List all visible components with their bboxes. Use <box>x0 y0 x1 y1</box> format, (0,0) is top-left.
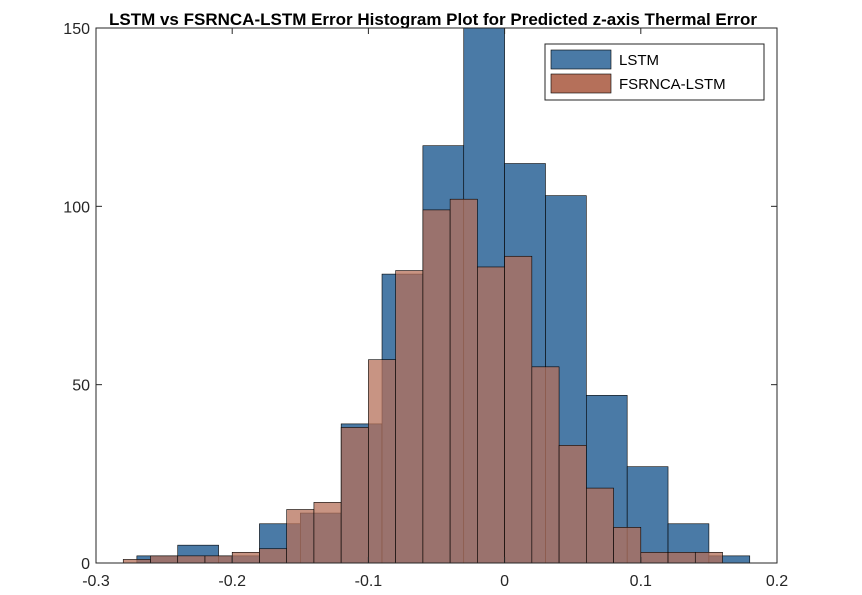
x-tick-label: 0.2 <box>766 573 788 590</box>
fsrnca-lstm-bar-7 <box>313 502 342 563</box>
y-tick-label: 0 <box>81 556 90 573</box>
fsrnca-lstm-bar-9 <box>368 359 396 563</box>
plot-frame <box>95 27 778 564</box>
fsrnca-lstm-bar-3 <box>204 555 233 563</box>
fsrnca-lstm-bar-4 <box>231 551 260 563</box>
chart-title: LSTM vs FSRNCA-LSTM Error Histogram Plot… <box>109 10 757 29</box>
y-tick-label: 50 <box>72 378 90 395</box>
fsrnca-lstm-bar-14 <box>504 255 533 563</box>
legend: LSTM FSRNCA-LSTM <box>544 43 765 101</box>
bars-layer <box>122 28 751 563</box>
fsrnca-lstm-bar-12 <box>449 198 478 563</box>
fsrnca-lstm-bar-11 <box>422 209 451 563</box>
fsrnca-lstm-bar-1 <box>150 555 179 563</box>
fsrnca-lstm-bar-19 <box>640 551 669 563</box>
x-tick-label: 0 <box>500 573 509 590</box>
fsrnca-lstm-bar-21 <box>694 551 723 563</box>
legend-label-fsrnca-lstm: FSRNCA-LSTM <box>619 76 726 93</box>
fsrnca-lstm-bar-13 <box>477 266 505 563</box>
legend-swatch-lstm <box>550 49 612 70</box>
fsrnca-lstm-bar-18 <box>613 527 642 563</box>
fsrnca-lstm-bar-6 <box>286 509 315 563</box>
fsrnca-lstm-bar-17 <box>586 487 614 563</box>
fsrnca-lstm-bar-16 <box>558 444 587 563</box>
fsrnca-lstm-bar-15 <box>531 366 560 563</box>
fsrnca-lstm-bar-2 <box>177 555 206 563</box>
ticks-layer: -0.3 -0.2 -0.1 0 0.1 0.2 0 50 100 150 <box>63 21 788 590</box>
x-tick-label: -0.1 <box>355 573 383 590</box>
legend-label-lstm: LSTM <box>619 52 659 69</box>
fsrnca-lstm-bar-20 <box>667 551 696 563</box>
fsrnca-lstm-bar-8 <box>340 427 369 563</box>
legend-swatch-fsrnca-lstm <box>550 73 612 94</box>
fsrnca-lstm-bar-0 <box>122 559 151 563</box>
y-tick-label: 150 <box>63 21 90 38</box>
x-tick-label: -0.2 <box>218 573 246 590</box>
x-tick-label: -0.3 <box>82 573 110 590</box>
fsrnca-lstm-bar-5 <box>259 548 287 563</box>
fsrnca-lstm-bar-10 <box>395 270 424 563</box>
y-tick-label: 100 <box>63 199 90 216</box>
x-tick-label: 0.1 <box>630 573 652 590</box>
